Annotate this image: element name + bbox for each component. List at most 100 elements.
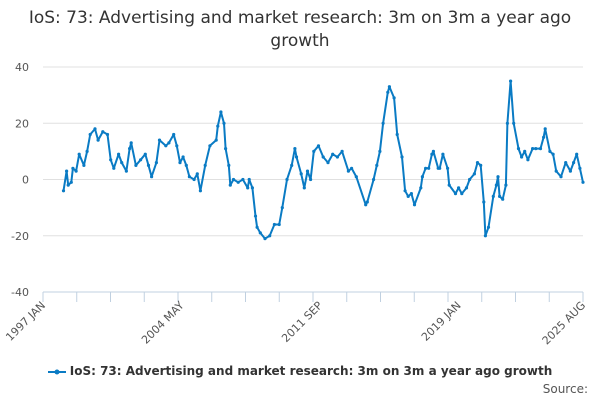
data-point: [312, 149, 316, 153]
x-axis: 1997 JAN 2004 MAY 2011 SEP 2019 JAN 2025 AUG: [3, 291, 588, 347]
data-point: [66, 183, 70, 187]
data-point: [516, 147, 521, 151]
data-point: [157, 138, 162, 142]
data-point: [504, 183, 508, 187]
data-point: [505, 121, 509, 125]
data-point: [542, 135, 546, 139]
data-point: [520, 155, 524, 159]
data-point: [509, 79, 513, 83]
x-tick-label: 2004 MAY: [139, 299, 187, 347]
source-label: Source:: [542, 382, 588, 396]
x-tick-label: 2019 JAN: [419, 299, 464, 344]
data-point: [167, 141, 171, 145]
data-point: [364, 203, 368, 207]
chart-title: IoS: 73: Advertising and market research…: [28, 8, 572, 51]
data-point: [112, 166, 116, 170]
data-point: [293, 147, 297, 151]
data-point: [69, 180, 73, 184]
data-point: [392, 96, 396, 100]
data-point: [491, 194, 495, 198]
data-point: [406, 194, 410, 198]
data-point: [543, 127, 547, 131]
data-point: [236, 180, 240, 184]
data-point: [88, 132, 92, 137]
data-point: [387, 85, 391, 89]
data-point: [214, 138, 218, 142]
data-point: [172, 132, 176, 137]
data-point: [578, 166, 582, 170]
data-point: [272, 222, 276, 227]
data-point: [128, 147, 132, 151]
data-point: [268, 234, 272, 238]
data-point: [538, 147, 543, 151]
data-point: [498, 194, 502, 198]
data-point: [475, 161, 480, 165]
legend[interactable]: IoS: 73: Advertising and market research…: [0, 364, 600, 378]
data-point: [326, 161, 330, 165]
data-point: [65, 169, 69, 173]
data-point: [354, 175, 358, 179]
data-point: [331, 152, 335, 156]
data-point: [216, 124, 220, 128]
data-point: [93, 127, 97, 131]
y-tick-label: 20: [15, 117, 29, 130]
data-point: [386, 90, 390, 94]
data-point: [350, 166, 354, 170]
data-point: [143, 152, 147, 156]
data-point: [224, 147, 228, 151]
data-point: [375, 163, 379, 167]
data-point: [340, 149, 344, 153]
data-point: [438, 166, 442, 170]
data-point: [139, 158, 143, 162]
data-point: [82, 163, 86, 167]
data-point: [457, 186, 461, 190]
data-point: [395, 132, 399, 137]
data-point: [381, 121, 385, 125]
data-point: [321, 155, 325, 159]
data-point: [581, 180, 585, 184]
data-point: [446, 166, 450, 170]
data-point: [255, 225, 259, 229]
data-point: [482, 200, 486, 204]
data-point: [559, 175, 563, 179]
data-point: [222, 121, 226, 125]
data-point: [195, 172, 199, 176]
data-point: [568, 169, 573, 173]
data-point: [134, 163, 138, 167]
data-point: [430, 152, 434, 156]
data-point: [85, 149, 89, 153]
data-point: [309, 177, 313, 182]
data-point: [208, 144, 212, 148]
data-point: [294, 155, 299, 159]
y-tick-label: 40: [15, 61, 29, 74]
data-point: [472, 172, 476, 176]
data-point: [441, 152, 445, 156]
data-point: [575, 152, 579, 156]
data-point: [280, 206, 284, 210]
y-tick-label: -20: [11, 230, 29, 243]
data-point: [246, 186, 250, 190]
data-point: [412, 203, 417, 207]
data-point: [150, 175, 154, 179]
data-point: [241, 177, 245, 182]
data-point: [285, 177, 289, 182]
data-point: [277, 222, 281, 227]
data-point: [299, 172, 303, 176]
data-point: [101, 130, 105, 134]
data-point: [479, 163, 483, 167]
data-point: [198, 189, 202, 193]
y-tick-label: -40: [11, 286, 29, 299]
data-point: [120, 161, 124, 165]
data-point: [305, 169, 310, 173]
data-point: [316, 144, 321, 148]
y-tick-label: 0: [22, 174, 29, 187]
data-point: [192, 177, 196, 182]
data-point: [71, 166, 75, 170]
data-point: [187, 175, 191, 179]
data-point: [494, 183, 498, 187]
data-point: [290, 163, 294, 167]
data-point: [526, 158, 530, 162]
data-point: [231, 177, 236, 182]
data-point: [77, 152, 81, 156]
data-point: [486, 225, 491, 229]
